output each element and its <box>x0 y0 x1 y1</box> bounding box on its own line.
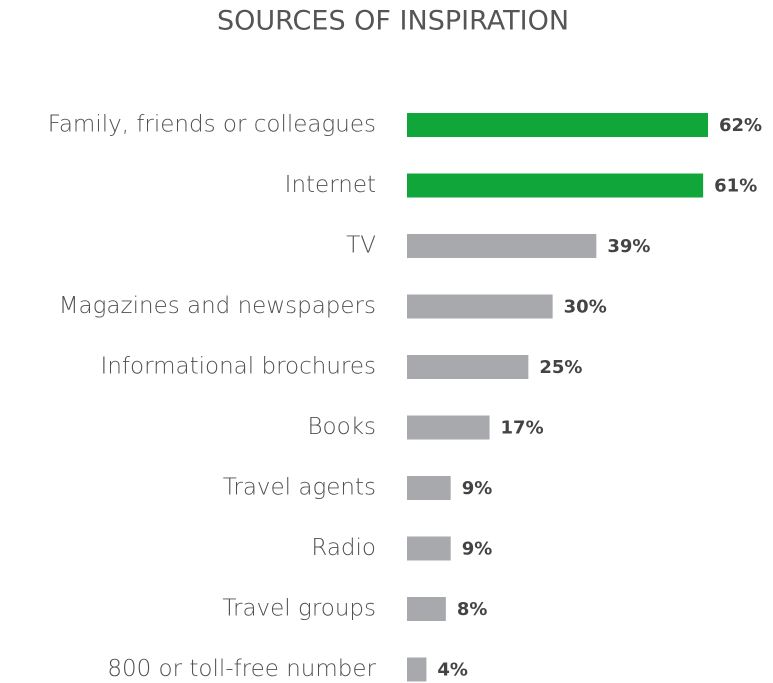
value-label: 9% <box>462 478 493 499</box>
category-label: 800 or toll-free number <box>107 656 376 682</box>
bar <box>407 173 704 198</box>
category-label: Magazines and newspapers <box>59 293 376 319</box>
value-label: 8% <box>457 599 488 620</box>
value-label: 25% <box>539 357 582 378</box>
value-label: 62% <box>719 115 762 136</box>
bar <box>407 597 446 621</box>
category-label: Family, friends or colleagues <box>48 112 376 138</box>
bar <box>407 294 553 319</box>
value-label: 61% <box>714 176 757 197</box>
value-label: 9% <box>462 539 493 560</box>
bar <box>407 415 490 440</box>
chart-title: SOURCES OF INSPIRATION <box>217 6 569 37</box>
value-label: 17% <box>501 418 544 439</box>
category-label: TV <box>346 233 376 259</box>
bar <box>407 234 597 258</box>
bar <box>407 657 427 682</box>
category-label: Travel groups <box>222 596 376 622</box>
bar <box>407 355 529 379</box>
bar <box>407 113 708 137</box>
bar <box>407 476 451 500</box>
category-label: Internet <box>285 172 376 198</box>
bar <box>407 536 451 561</box>
category-label: Informational brochures <box>101 354 376 380</box>
category-label: Books <box>307 414 376 440</box>
value-label: 39% <box>607 236 650 257</box>
value-label: 30% <box>564 297 607 318</box>
category-label: Radio <box>311 535 376 561</box>
value-label: 4% <box>437 660 468 681</box>
category-label: Travel agents <box>223 475 376 501</box>
